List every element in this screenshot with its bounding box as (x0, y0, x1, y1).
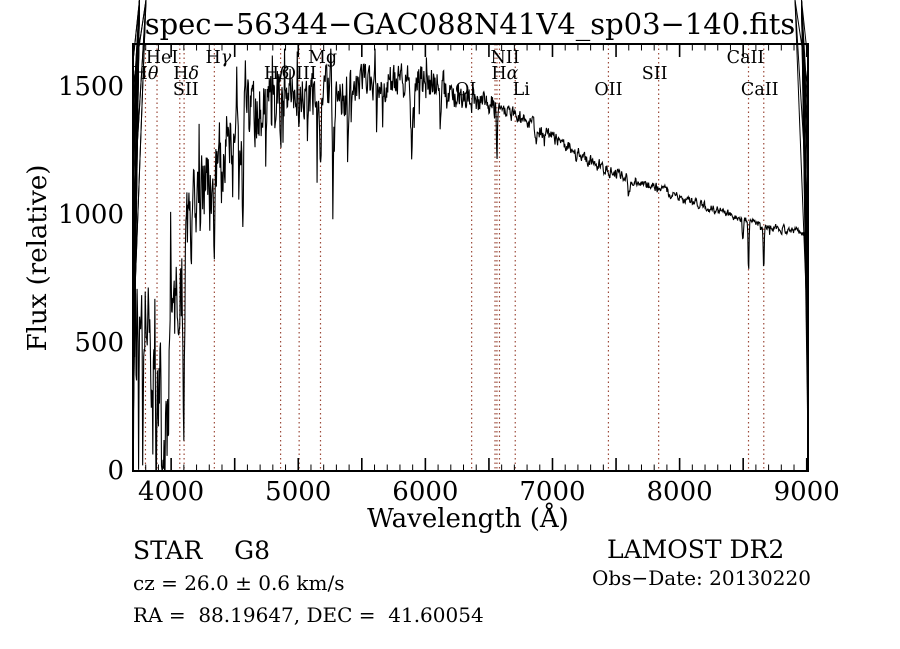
spectral-line-label: CaII (741, 80, 779, 100)
spectral-line-label: Hβ (264, 64, 289, 84)
spectrum-trace-layer (132, 48, 809, 471)
x-tick-label: 5000 (265, 477, 331, 507)
survey-release-text: LAMOST DR2 (607, 535, 784, 564)
minor-tick (132, 0, 147, 216)
obs-date-text: Obs−Date: 20130220 (592, 566, 811, 590)
x-axis-label: Wavelength (Å) (367, 502, 569, 534)
spectral-line-label: Li (513, 80, 531, 100)
spectral-line-label: CaII (727, 48, 765, 68)
spectral-line-label: Hδ (173, 64, 199, 84)
cz-velocity-text: cz = 26.0 ± 0.6 km/s (133, 571, 344, 595)
minor-tick (801, 0, 809, 62)
minor-tick (801, 0, 809, 113)
spectral-marker-lines (144, 44, 765, 471)
spectral-line-label: SII (173, 80, 199, 100)
axes-ticks (132, 0, 809, 471)
spectral-line-label: OII (594, 80, 622, 100)
y-tick-label: 1000 (58, 200, 124, 230)
y-tick-labels: 0 500 1000 1500 (58, 72, 124, 486)
spectral-line-label: SII (642, 64, 668, 84)
plot-title: spec−56344−GAC088N41V4_sp03−140.fits (145, 7, 796, 42)
plot-border (132, 43, 809, 472)
spectrum-trace (132, 48, 809, 471)
y-tick-label: 1500 (58, 72, 124, 102)
ra-dec-text: RA = 88.19647, DEC = 41.60054 (133, 603, 484, 627)
minor-tick (794, 0, 809, 344)
spectral-line-label: NII (490, 48, 519, 68)
spectral-line-label: HeI (146, 48, 179, 68)
spectral-line-label: Hγ (205, 48, 231, 68)
y-axis-label: Flux (relative) (23, 165, 53, 352)
x-tick-label: 7000 (519, 477, 585, 507)
x-tick-labels: 4000 5000 6000 7000 8000 9000 (138, 477, 840, 507)
spectral-line-label: Mg (308, 48, 337, 68)
x-tick-label: 4000 (138, 477, 204, 507)
x-tick-label: 9000 (774, 477, 840, 507)
y-tick-label: 0 (107, 456, 124, 486)
minor-tick (794, 0, 809, 216)
spectral-line-label: Hα (491, 64, 518, 84)
y-tick-label: 500 (74, 328, 124, 358)
minor-tick (132, 0, 140, 113)
minor-tick (132, 0, 140, 62)
star-class-text: STAR G8 (133, 536, 270, 565)
x-tick-label: 6000 (392, 477, 458, 507)
x-tick-label: 8000 (647, 477, 713, 507)
